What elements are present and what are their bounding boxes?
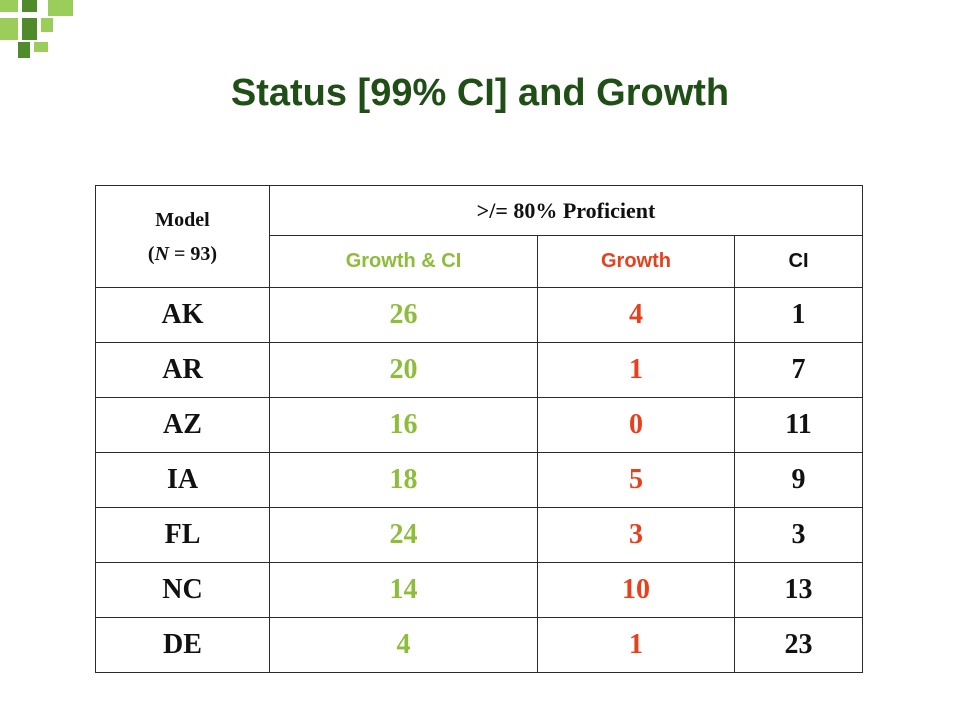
state-cell: NC bbox=[95, 562, 270, 618]
group-header: >/= 80% Proficient bbox=[269, 185, 863, 236]
growth-cell: 5 bbox=[537, 452, 735, 508]
column-header-ci: CI bbox=[734, 235, 863, 288]
growth-ci-cell: 20 bbox=[269, 342, 538, 398]
state-cell: AZ bbox=[95, 397, 270, 453]
growth-cell: 1 bbox=[537, 617, 735, 673]
state-cell: AR bbox=[95, 342, 270, 398]
deco-square bbox=[0, 0, 18, 12]
growth-ci-cell: 26 bbox=[269, 287, 538, 343]
header-row-columns: Growth & CI Growth CI bbox=[96, 235, 863, 288]
growth-ci-cell: 16 bbox=[269, 397, 538, 453]
ci-cell: 9 bbox=[734, 452, 863, 508]
growth-ci-cell: 24 bbox=[269, 507, 538, 563]
header-row-group: Model (N = 93) >/= 80% Proficient bbox=[95, 185, 863, 288]
column-header-growth: Growth bbox=[537, 235, 735, 288]
model-n-label: (N = 93) bbox=[147, 242, 218, 265]
model-label: Model bbox=[155, 208, 210, 231]
table-row: NC 14 10 13 bbox=[95, 562, 863, 618]
ci-cell: 23 bbox=[734, 617, 863, 673]
growth-ci-cell: 4 bbox=[269, 617, 538, 673]
ci-cell: 11 bbox=[734, 397, 863, 453]
table-row: AZ 16 0 11 bbox=[95, 397, 863, 453]
growth-cell: 1 bbox=[537, 342, 735, 398]
deco-square bbox=[48, 0, 73, 16]
deco-square bbox=[18, 42, 30, 58]
state-cell: DE bbox=[95, 617, 270, 673]
ci-cell: 1 bbox=[734, 287, 863, 343]
growth-cell: 10 bbox=[537, 562, 735, 618]
results-table: Model (N = 93) >/= 80% Proficient Growth… bbox=[95, 185, 863, 673]
growth-cell: 0 bbox=[537, 397, 735, 453]
column-header-growth-ci: Growth & CI bbox=[269, 235, 538, 288]
state-cell: IA bbox=[95, 452, 270, 508]
ci-cell: 13 bbox=[734, 562, 863, 618]
ci-cell: 3 bbox=[734, 507, 863, 563]
deco-square bbox=[41, 18, 53, 32]
growth-ci-cell: 18 bbox=[269, 452, 538, 508]
deco-square bbox=[22, 0, 37, 12]
state-cell: FL bbox=[95, 507, 270, 563]
table-row: AK 26 4 1 bbox=[95, 287, 863, 343]
model-header: Model (N = 93) bbox=[95, 185, 270, 288]
growth-cell: 3 bbox=[537, 507, 735, 563]
growth-cell: 4 bbox=[537, 287, 735, 343]
growth-ci-cell: 14 bbox=[269, 562, 538, 618]
ci-cell: 7 bbox=[734, 342, 863, 398]
table-row: FL 24 3 3 bbox=[95, 507, 863, 563]
table-row: AR 20 1 7 bbox=[95, 342, 863, 398]
deco-square bbox=[34, 42, 48, 52]
deco-square bbox=[0, 18, 18, 40]
table-row: DE 4 1 23 bbox=[95, 617, 863, 673]
slide-title: Status [99% CI] and Growth bbox=[230, 72, 730, 114]
state-cell: AK bbox=[95, 287, 270, 343]
deco-square bbox=[22, 18, 37, 40]
table-row: IA 18 5 9 bbox=[95, 452, 863, 508]
